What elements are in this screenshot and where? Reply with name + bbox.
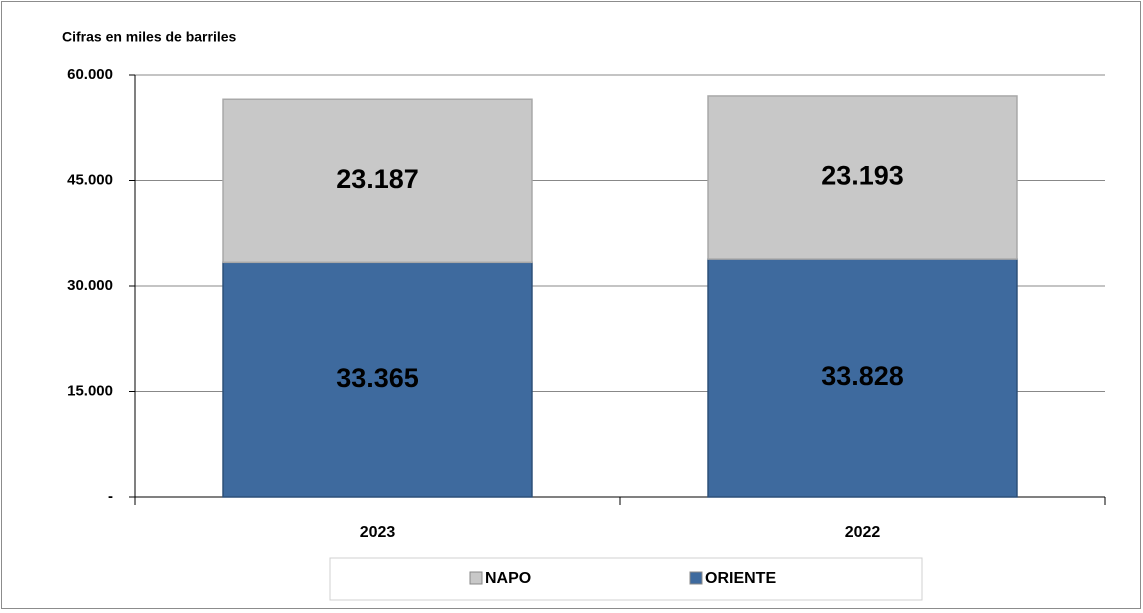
legend-swatch [689, 571, 703, 585]
x-tick-label: 2023 [360, 524, 396, 541]
legend-swatch [469, 571, 483, 585]
y-tick-label: 15.000 [67, 382, 113, 399]
bar-segment [222, 98, 533, 264]
bar-segment [222, 261, 533, 498]
legend-label: ORIENTE [705, 570, 776, 587]
y-tick-label: 45.000 [67, 171, 113, 188]
y-tick-label: 60.000 [67, 66, 113, 83]
bar-segment [707, 95, 1018, 260]
legend-box [329, 557, 923, 601]
x-tick-label: 2022 [845, 524, 881, 541]
data-label: 33.828 [821, 361, 904, 391]
data-label: 33.365 [336, 363, 419, 393]
y-tick-label: - [108, 488, 113, 505]
bar-segment [707, 258, 1018, 498]
data-label: 23.193 [821, 161, 904, 191]
legend-label: NAPO [485, 570, 531, 587]
y-tick-label: 30.000 [67, 277, 113, 294]
chart-subtitle: Cifras en miles de barriles [62, 29, 237, 45]
data-label: 23.187 [336, 164, 419, 194]
